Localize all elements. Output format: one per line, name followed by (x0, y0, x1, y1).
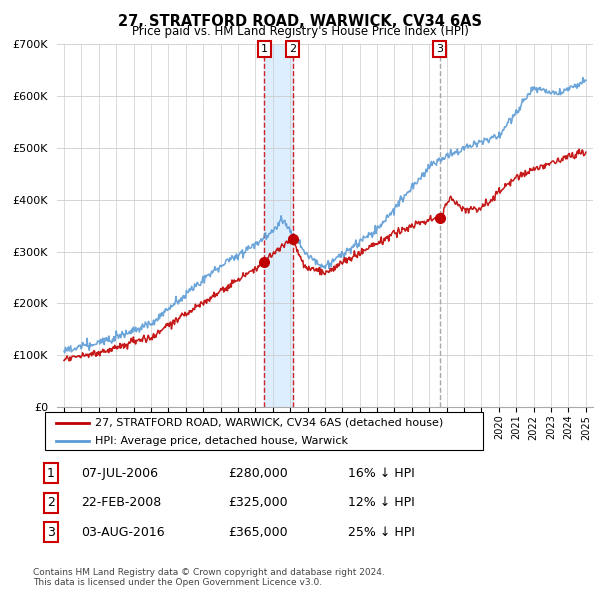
Text: 1: 1 (261, 44, 268, 54)
Text: 27, STRATFORD ROAD, WARWICK, CV34 6AS: 27, STRATFORD ROAD, WARWICK, CV34 6AS (118, 14, 482, 29)
Text: 07-JUL-2006: 07-JUL-2006 (81, 467, 158, 480)
Text: 12% ↓ HPI: 12% ↓ HPI (348, 496, 415, 509)
Text: £365,000: £365,000 (228, 526, 287, 539)
Text: 25% ↓ HPI: 25% ↓ HPI (348, 526, 415, 539)
Text: HPI: Average price, detached house, Warwick: HPI: Average price, detached house, Warw… (95, 437, 349, 447)
Text: 2: 2 (289, 44, 296, 54)
Bar (265, 44, 293, 407)
Text: 27, STRATFORD ROAD, WARWICK, CV34 6AS (detached house): 27, STRATFORD ROAD, WARWICK, CV34 6AS (d… (95, 418, 443, 428)
Text: 2: 2 (47, 496, 55, 509)
Text: 16% ↓ HPI: 16% ↓ HPI (348, 467, 415, 480)
Text: 3: 3 (47, 526, 55, 539)
Text: 1: 1 (47, 467, 55, 480)
Text: 3: 3 (436, 44, 443, 54)
Text: £280,000: £280,000 (228, 467, 288, 480)
Text: Price paid vs. HM Land Registry's House Price Index (HPI): Price paid vs. HM Land Registry's House … (131, 25, 469, 38)
Text: 03-AUG-2016: 03-AUG-2016 (81, 526, 164, 539)
Text: 22-FEB-2008: 22-FEB-2008 (81, 496, 161, 509)
Text: £325,000: £325,000 (228, 496, 287, 509)
Text: Contains HM Land Registry data © Crown copyright and database right 2024.
This d: Contains HM Land Registry data © Crown c… (33, 568, 385, 587)
